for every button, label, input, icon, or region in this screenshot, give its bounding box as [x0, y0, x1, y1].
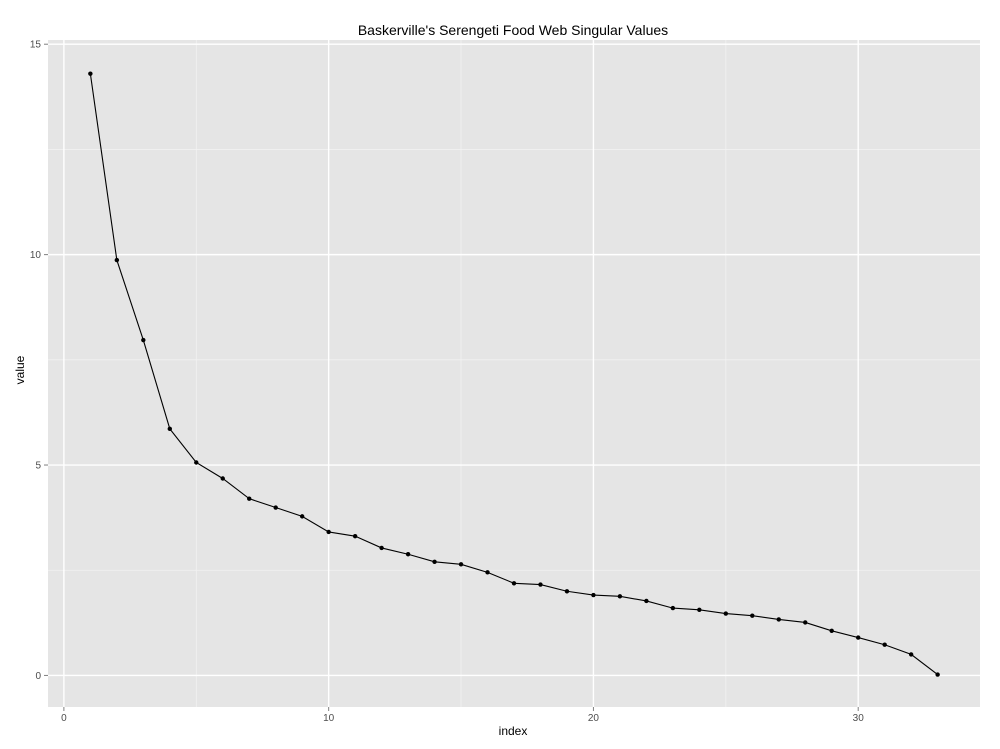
data-point: [141, 337, 146, 343]
y-tick-label: 0: [35, 671, 41, 682]
data-point: [485, 570, 490, 575]
y-tick-label: 5: [35, 461, 41, 472]
data-point: [247, 496, 252, 501]
data-point: [352, 533, 358, 539]
data-point: [803, 620, 808, 625]
data-point: [379, 545, 384, 551]
y-axis: 0 5 10 15: [30, 40, 48, 682]
data-point: [564, 589, 570, 594]
data-point: [750, 613, 755, 618]
data-point: [511, 581, 517, 586]
data-point: [194, 460, 199, 465]
data-point: [432, 559, 437, 565]
x-tick-label: 10: [323, 713, 335, 724]
data-point: [299, 514, 305, 519]
x-tick-label: 30: [853, 713, 865, 724]
data-points: [88, 71, 940, 677]
data-point: [591, 592, 596, 598]
data-point: [882, 642, 887, 647]
x-axis-title: index: [499, 724, 528, 738]
chart-title: Baskerville's Serengeti Food Web Singula…: [358, 22, 668, 38]
data-point: [167, 426, 172, 432]
x-tick-label: 0: [61, 713, 67, 724]
data-point: [697, 607, 702, 612]
y-tick-label: 10: [30, 250, 42, 261]
data-point: [273, 505, 278, 510]
data-point: [776, 617, 781, 622]
y-tick-label: 15: [30, 40, 42, 51]
x-axis: 0 10 20 30: [61, 707, 864, 724]
data-point: [617, 594, 623, 599]
data-point: [935, 672, 940, 677]
data-point: [458, 562, 464, 567]
major-gridlines: [48, 40, 980, 707]
x-tick-label: 20: [588, 713, 600, 724]
data-point: [326, 529, 331, 535]
data-point: [220, 476, 225, 481]
data-point: [88, 71, 93, 76]
data-point: [856, 635, 861, 640]
data-point: [723, 611, 729, 616]
data-point: [829, 628, 834, 634]
data-point: [670, 605, 676, 611]
plot-panel: [48, 40, 980, 707]
data-point: [538, 582, 543, 587]
data-point: [644, 598, 649, 604]
data-point: [405, 552, 411, 557]
data-point: [908, 652, 914, 657]
y-axis-title: value: [13, 355, 27, 384]
minor-gridlines: [48, 40, 980, 707]
data-point: [114, 257, 120, 263]
